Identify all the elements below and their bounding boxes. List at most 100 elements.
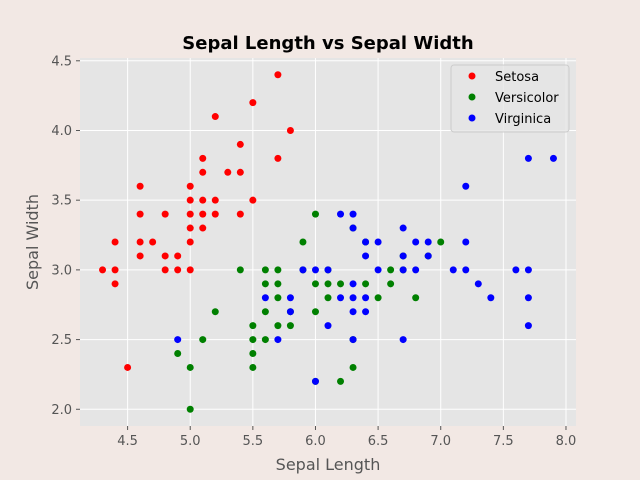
data-point-setosa [136,210,144,218]
data-point-versicolor [362,280,370,288]
data-point-setosa [161,252,169,260]
data-point-versicolor [249,336,257,344]
data-point-setosa [111,266,119,274]
x-tick-label: 8.0 [556,434,577,449]
data-point-setosa [161,266,169,274]
legend-label-virginica: Virginica [495,112,551,127]
data-point-virginica [362,238,370,246]
data-point-setosa [274,154,282,162]
data-point-virginica [349,280,357,288]
data-point-virginica [462,266,470,274]
data-point-versicolor [261,336,269,344]
data-point-setosa [186,196,194,204]
data-point-setosa [174,266,182,274]
data-point-versicolor [261,280,269,288]
data-point-virginica [399,336,407,344]
legend-marker-versicolor [468,93,476,101]
y-tick-label: 2.5 [51,333,72,348]
data-point-versicolor [186,405,194,413]
data-point-virginica [474,280,482,288]
data-point-virginica [374,266,382,274]
data-point-virginica [349,224,357,232]
data-point-setosa [211,113,219,121]
data-point-setosa [149,238,157,246]
legend-box [450,64,570,133]
x-tick-label: 5.0 [180,434,201,449]
data-point-versicolor [337,377,345,385]
data-point-setosa [199,210,207,218]
y-tick-label: 3.5 [51,194,72,209]
data-point-versicolor [387,280,395,288]
data-point-versicolor [274,322,282,330]
data-point-setosa [199,154,207,162]
data-point-setosa [99,266,107,274]
data-point-setosa [249,99,257,107]
data-point-setosa [111,238,119,246]
data-point-versicolor [311,280,319,288]
data-point-virginica [524,154,532,162]
data-point-versicolor [186,363,194,371]
data-point-virginica [524,294,532,302]
data-point-virginica [261,294,269,302]
data-point-versicolor [249,350,257,358]
legend-label-setosa: Setosa [495,70,539,85]
y-tick-label: 3.0 [51,263,72,278]
data-point-setosa [136,252,144,260]
x-tick-label: 7.0 [430,434,451,449]
data-point-virginica [286,294,294,302]
data-point-virginica [337,294,345,302]
y-axis-ticks: 2.0 2.5 3.0 3.5 4.0 4.5 [51,54,80,418]
x-tick-label: 4.5 [117,434,138,449]
data-point-versicolor [261,308,269,316]
data-point-virginica [487,294,495,302]
data-point-virginica [399,252,407,260]
data-point-versicolor [174,350,182,358]
data-point-setosa [111,280,119,288]
data-point-virginica [337,210,345,218]
data-point-setosa [186,224,194,232]
legend-marker-virginica [468,114,476,122]
data-point-virginica [349,210,357,218]
data-point-virginica [524,266,532,274]
data-point-setosa [136,182,144,190]
legend-marker-setosa [468,72,476,80]
series-virginica [174,154,557,385]
data-point-versicolor [387,266,395,274]
data-point-versicolor [412,294,420,302]
data-point-setosa [236,168,244,176]
data-point-versicolor [324,280,332,288]
x-tick-label: 6.0 [305,434,326,449]
data-point-virginica [512,266,520,274]
data-point-versicolor [286,322,294,330]
x-axis-ticks: 4.5 5.0 5.5 6.0 6.5 7.0 7.5 8.0 [117,426,576,449]
data-point-setosa [274,71,282,79]
data-point-virginica [549,154,557,162]
data-point-versicolor [274,280,282,288]
data-point-setosa [199,224,207,232]
x-tick-label: 6.5 [368,434,389,449]
data-point-setosa [224,168,232,176]
x-tick-label: 7.5 [493,434,514,449]
chart-title: Sepal Length vs Sepal Width [182,33,473,54]
data-point-setosa [199,168,207,176]
data-point-virginica [424,252,432,260]
data-point-versicolor [274,266,282,274]
x-tick-label: 5.5 [243,434,264,449]
data-point-virginica [449,266,457,274]
data-point-versicolor [211,308,219,316]
y-tick-label: 4.0 [51,124,72,139]
data-point-virginica [524,322,532,330]
data-point-setosa [124,363,132,371]
data-point-setosa [136,238,144,246]
data-point-virginica [412,238,420,246]
data-point-versicolor [236,266,244,274]
data-point-virginica [349,294,357,302]
series-setosa [99,71,294,371]
data-point-setosa [236,210,244,218]
data-point-virginica [412,266,420,274]
x-axis-label: Sepal Length [276,455,381,474]
data-point-versicolor [299,238,307,246]
data-point-setosa [186,182,194,190]
y-tick-label: 2.0 [51,403,72,418]
